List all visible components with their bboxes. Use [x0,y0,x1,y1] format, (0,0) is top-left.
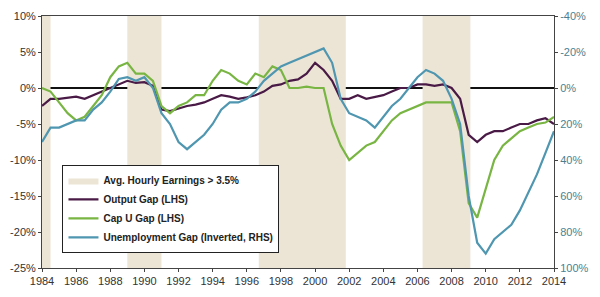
svg-text:-40%: -40% [560,10,586,22]
svg-text:2010: 2010 [473,275,497,287]
svg-text:100%: 100% [560,262,588,274]
svg-text:2000: 2000 [303,275,327,287]
svg-text:2006: 2006 [405,275,429,287]
svg-text:-20%: -20% [560,46,586,58]
svg-text:Output Gap (LHS): Output Gap (LHS) [103,194,187,205]
svg-text:10%: 10% [14,10,36,22]
svg-text:Unemployment Gap (Inverted, RH: Unemployment Gap (Inverted, RHS) [103,232,272,243]
svg-text:-10%: -10% [10,154,36,166]
svg-text:-25%: -25% [10,262,36,274]
svg-text:-5%: -5% [16,118,36,130]
svg-text:Avg. Hourly Earnings > 3.5%: Avg. Hourly Earnings > 3.5% [103,175,239,186]
svg-text:2008: 2008 [439,275,463,287]
svg-text:0%: 0% [560,82,576,94]
svg-text:0%: 0% [20,82,36,94]
svg-text:2002: 2002 [337,275,361,287]
svg-text:1994: 1994 [200,275,224,287]
svg-text:1990: 1990 [132,275,156,287]
svg-text:-15%: -15% [10,190,36,202]
svg-text:1988: 1988 [98,275,122,287]
svg-text:60%: 60% [560,190,582,202]
svg-text:1992: 1992 [166,275,190,287]
svg-text:1996: 1996 [235,275,259,287]
svg-text:1998: 1998 [269,275,293,287]
svg-text:2012: 2012 [508,275,532,287]
svg-text:40%: 40% [560,154,582,166]
svg-text:-20%: -20% [10,226,36,238]
svg-text:1984: 1984 [30,275,54,287]
svg-text:5%: 5% [20,46,36,58]
svg-text:Cap U Gap (LHS): Cap U Gap (LHS) [103,213,184,224]
svg-text:80%: 80% [560,226,582,238]
svg-text:1986: 1986 [64,275,88,287]
svg-text:20%: 20% [560,118,582,130]
svg-text:2014: 2014 [542,275,566,287]
svg-text:2004: 2004 [371,275,395,287]
